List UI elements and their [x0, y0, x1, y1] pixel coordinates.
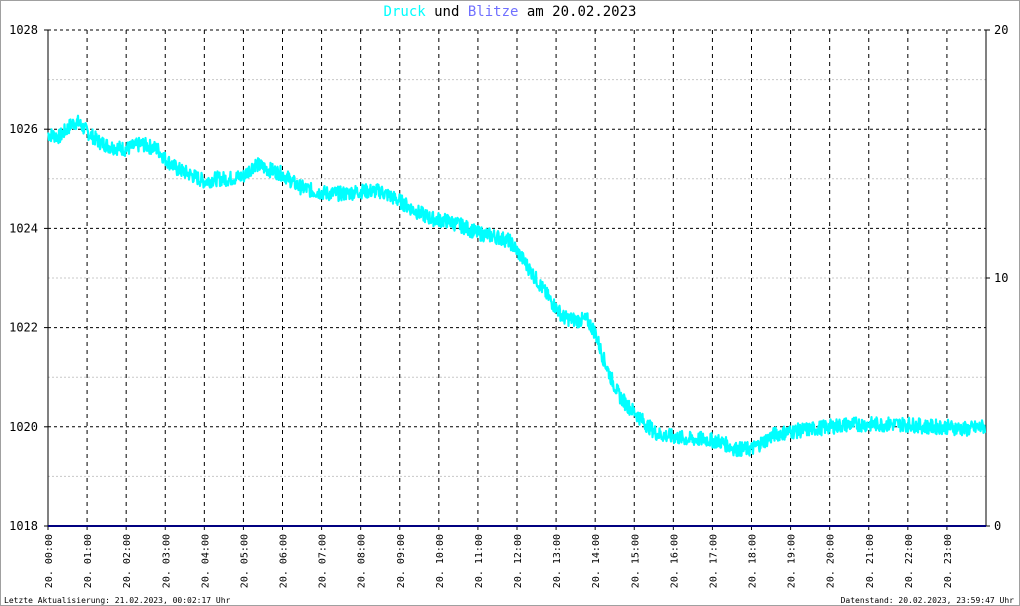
x-tick-label: 20. 12:00 [513, 534, 524, 588]
title-druck: Druck [383, 4, 426, 20]
x-tick-label: 20. 17:00 [708, 534, 719, 588]
footer-last-update: Letzte Aktualisierung: 21.02.2023, 00:02… [4, 596, 231, 605]
x-tick-label: 20. 22:00 [904, 534, 915, 588]
y-left-tick-label: 1024 [9, 221, 38, 235]
x-tick-label: 20. 14:00 [591, 534, 602, 588]
title-date: 20.02.2023 [552, 4, 637, 20]
x-tick-label: 20. 02:00 [122, 534, 133, 588]
chart-title: Druck und Blitze am 20.02.2023 [0, 4, 1020, 20]
x-tick-label: 20. 00:00 [44, 534, 55, 588]
x-tick-label: 20. 09:00 [396, 534, 407, 588]
x-tick-label: 20. 01:00 [83, 534, 94, 588]
title-am: am [526, 4, 544, 20]
x-tick-label: 20. 19:00 [787, 534, 798, 588]
title-und: und [434, 4, 460, 20]
y-right-tick-label: 0 [994, 519, 1001, 533]
x-tick-label: 20. 18:00 [748, 534, 759, 588]
x-tick-label: 20. 23:00 [943, 534, 954, 588]
x-tick-label: 20. 05:00 [239, 534, 250, 588]
y-left-tick-label: 1018 [9, 519, 38, 533]
x-tick-label: 20. 03:00 [161, 534, 172, 588]
x-tick-label: 20. 10:00 [435, 534, 446, 588]
x-tick-label: 20. 20:00 [826, 534, 837, 588]
x-tick-label: 20. 21:00 [865, 534, 876, 588]
y-right-tick-label: 10 [994, 271, 1008, 285]
x-tick-label: 20. 13:00 [552, 534, 563, 588]
y-left-tick-label: 1026 [9, 122, 38, 136]
y-left-tick-label: 1020 [9, 420, 38, 434]
x-tick-label: 20. 06:00 [279, 534, 290, 588]
x-tick-label: 20. 16:00 [669, 534, 680, 588]
series-druck-line [47, 114, 987, 458]
footer-data-timestamp: Datenstand: 20.02.2023, 23:59:47 Uhr [840, 596, 1014, 605]
x-tick-label: 20. 04:00 [200, 534, 211, 588]
y-right-tick-label: 20 [994, 23, 1008, 37]
x-tick-label: 20. 08:00 [357, 534, 368, 588]
x-tick-label: 20. 15:00 [630, 534, 641, 588]
y-left-tick-label: 1028 [9, 23, 38, 37]
y-left-tick-label: 1022 [9, 321, 38, 335]
title-blitze: Blitze [467, 4, 519, 20]
x-tick-label: 20. 11:00 [474, 534, 485, 588]
x-tick-label: 20. 07:00 [318, 534, 329, 588]
